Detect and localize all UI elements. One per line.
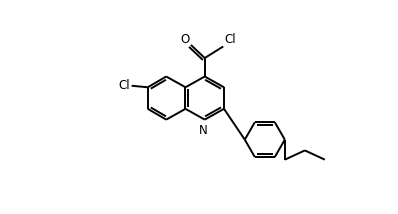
Text: Cl: Cl bbox=[119, 79, 130, 92]
Text: O: O bbox=[181, 33, 190, 46]
Text: N: N bbox=[199, 124, 208, 137]
Text: Cl: Cl bbox=[224, 33, 236, 46]
